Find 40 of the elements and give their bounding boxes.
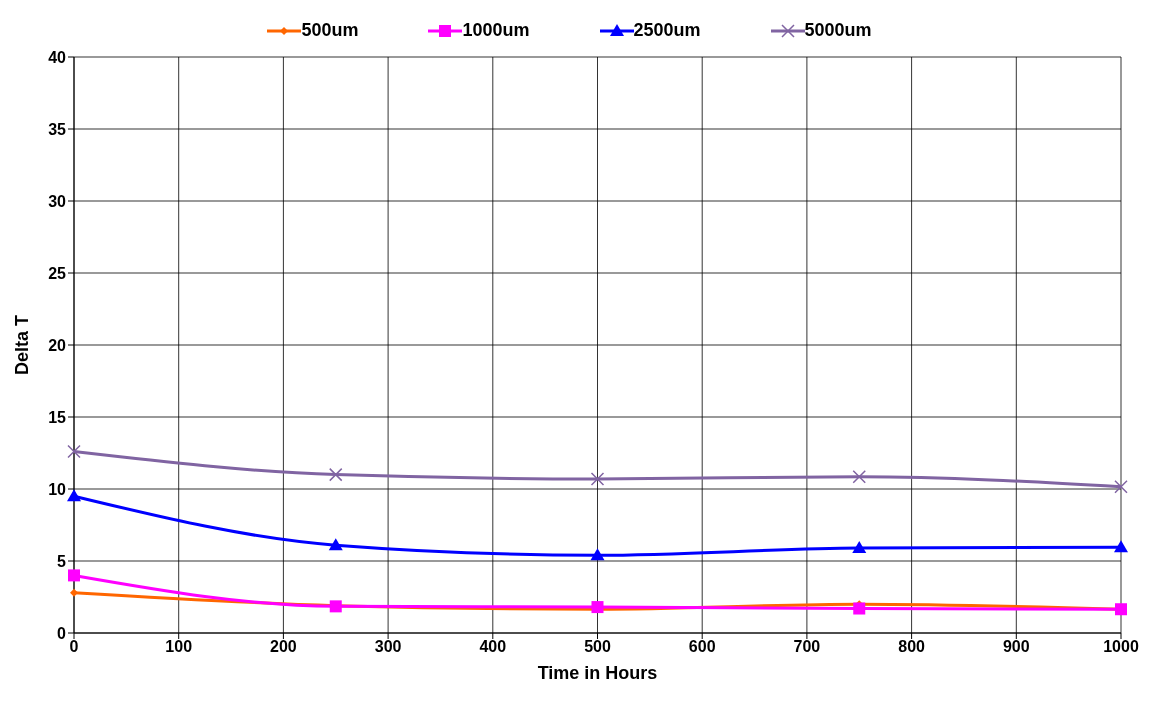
x-tick-label: 600: [688, 638, 716, 656]
x-tick-label: 700: [793, 638, 821, 656]
y-tick-label: 10: [48, 480, 67, 498]
y-tick-label: 35: [48, 120, 67, 138]
y-tick-label: 5: [57, 552, 67, 570]
point: [67, 444, 81, 459]
point: [591, 601, 604, 614]
x-tick-label: 800: [898, 638, 926, 656]
point: [590, 548, 605, 561]
point: [68, 569, 80, 582]
legend-label: 500um: [300, 20, 359, 41]
point: [67, 489, 81, 502]
x-tick-label: 300: [374, 638, 402, 656]
x-tick-label: 1000: [1103, 638, 1139, 656]
point: [853, 602, 866, 615]
point: [852, 470, 866, 484]
y-tick-label: 15: [48, 408, 67, 426]
x-tick-label: 0: [69, 638, 79, 656]
x-tick-label: 100: [165, 638, 193, 656]
y-tick-label: 20: [48, 336, 67, 354]
legend-label: 5000um: [803, 20, 872, 41]
legend-label: 2500um: [632, 20, 701, 41]
x-tick-label: 900: [1002, 638, 1030, 656]
point: [852, 541, 867, 554]
point: [1114, 480, 1128, 494]
y-axis-title: Delta T: [12, 314, 33, 376]
point: [1114, 540, 1128, 553]
point: [70, 588, 78, 597]
point: [328, 538, 343, 551]
x-axis-title: Time in Hours: [537, 663, 658, 683]
y-tick-label: 40: [48, 48, 67, 66]
x-tick-label: 500: [584, 638, 611, 656]
y-tick-label: 30: [48, 192, 67, 210]
point: [590, 472, 605, 486]
x-tick-label: 200: [270, 638, 297, 656]
legend-label: 1000um: [461, 20, 530, 41]
x-tick-label: 400: [479, 638, 507, 656]
point: [329, 467, 343, 482]
y-tick-label: 25: [48, 264, 67, 282]
y-tick-label: 0: [57, 624, 67, 642]
